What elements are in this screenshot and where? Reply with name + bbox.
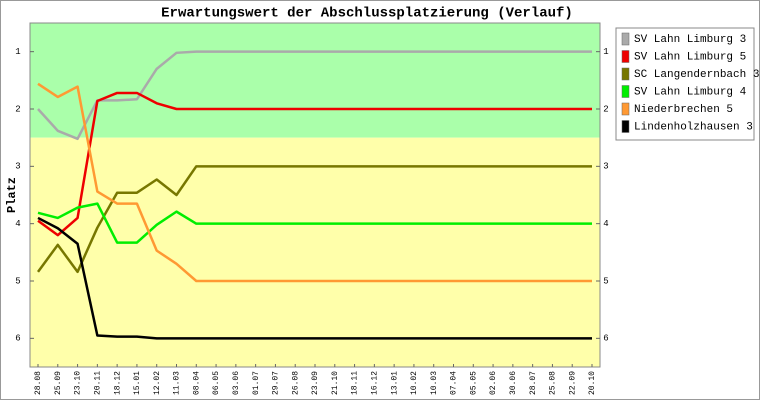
y-tick-label: 3 (603, 162, 608, 172)
x-tick-label: 22.09 (568, 371, 577, 395)
x-tick-label: 30.06 (509, 371, 518, 395)
y-tick-label: 5 (15, 276, 20, 286)
x-tick-label: 08.04 (192, 371, 201, 395)
x-tick-label: 23.09 (311, 371, 320, 395)
x-tick-label: 03.06 (232, 371, 241, 395)
y-tick-label: 2 (603, 104, 608, 114)
legend-swatch (621, 85, 630, 98)
x-tick-label: 20.10 (588, 371, 597, 395)
y-tick-label: 3 (15, 162, 20, 172)
x-tick-label: 10.03 (430, 371, 439, 395)
y-tick-label: 1 (15, 47, 20, 57)
x-tick-label: 28.07 (529, 371, 538, 395)
legend-label: SV Lahn Limburg 3 (634, 34, 746, 46)
x-tick-label: 28.08 (34, 371, 43, 395)
x-tick-label: 18.12 (113, 371, 122, 395)
y-tick-label: 2 (15, 104, 20, 114)
x-tick-label: 07.04 (450, 371, 459, 395)
series-line (37, 202, 592, 244)
x-tick-label: 29.07 (272, 371, 281, 395)
x-tick-label: 11.03 (173, 371, 182, 395)
series-line (37, 82, 592, 283)
x-tick-label: 25.09 (54, 371, 63, 395)
series-line (37, 50, 592, 141)
y-tick-label: 6 (15, 334, 20, 344)
x-tick-label: 21.10 (331, 371, 340, 395)
x-tick-label: 02.06 (489, 371, 498, 395)
x-tick-label: 15.01 (133, 371, 142, 395)
x-tick-label: 10.02 (410, 371, 419, 395)
legend-label: SV Lahn Limburg 5 (634, 51, 746, 63)
background-band (30, 137, 600, 367)
x-tick-label: 23.10 (74, 371, 83, 395)
legend-swatch (621, 102, 630, 116)
y-tick-label: 6 (603, 334, 608, 344)
series-line (37, 91, 592, 237)
legend-swatch (621, 50, 630, 63)
y-tick-label: 5 (603, 276, 608, 286)
y-axis-label: Platz (5, 177, 19, 213)
legend-swatch (621, 120, 630, 133)
legend-label: SV Lahn Limburg 4 (634, 86, 747, 98)
legend-swatch (621, 32, 630, 46)
x-tick-label: 18.11 (351, 371, 360, 395)
legend-box (615, 27, 755, 141)
series-line (37, 216, 592, 340)
chart-title: Erwartungswert der Abschlussplatzierung … (161, 6, 573, 22)
x-tick-label: 13.01 (390, 371, 399, 395)
legend-label: Niederbrechen 5 (634, 104, 733, 116)
legend-label: Lindenholzhausen 3 (634, 121, 753, 133)
x-tick-label: 01.07 (252, 371, 261, 395)
x-tick-label: 16.12 (370, 371, 379, 395)
x-tick-label: 12.02 (153, 371, 162, 395)
x-tick-label: 06.05 (212, 371, 221, 395)
x-tick-label: 20.11 (93, 371, 102, 395)
y-tick-label: 4 (15, 219, 20, 229)
x-tick-label: 26.08 (291, 371, 300, 395)
x-tick-label: 05.05 (469, 371, 478, 395)
series-line (36, 165, 592, 274)
legend-swatch (621, 67, 630, 81)
x-tick-label: 25.08 (549, 371, 558, 395)
legend-label: SC Langendernbach 3 (634, 69, 759, 81)
background-band (30, 23, 600, 138)
y-tick-label: 4 (603, 219, 608, 229)
y-tick-label: 1 (603, 47, 608, 57)
